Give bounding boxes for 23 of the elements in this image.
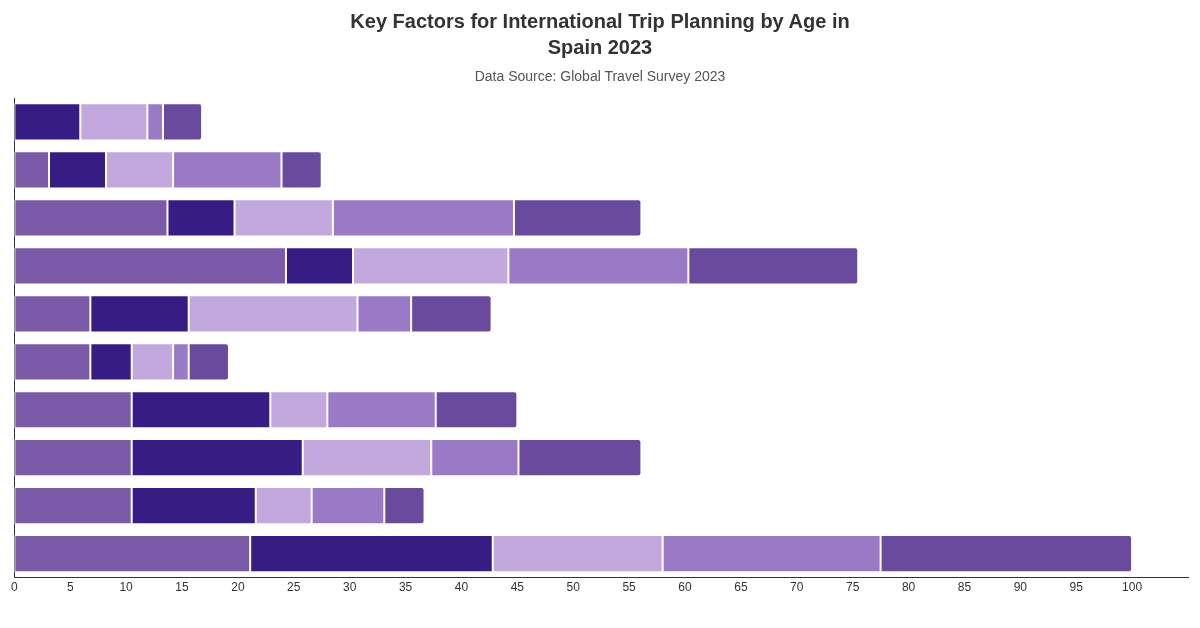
x-tick-label: 40	[454, 580, 469, 595]
x-tick-label: 30	[342, 580, 357, 595]
x-tick-label: 20	[231, 580, 245, 595]
x-tick-label: 15	[175, 580, 189, 595]
x-tick-label: 35	[398, 580, 413, 595]
x-tick-label: 75	[845, 580, 860, 595]
x-tick-label: 25	[287, 580, 301, 595]
x-tick-label: 85	[957, 580, 972, 595]
chart-title: Key Factors for International Trip Planning by Age in Spain 2023	[349, 9, 851, 60]
x-tick-label: 70	[790, 580, 804, 595]
x-tick-label: 95	[1069, 580, 1084, 595]
x-tick-label: 80	[901, 580, 916, 595]
x-tick-label: 55	[622, 580, 637, 595]
x-tick-label: 10	[119, 580, 134, 595]
x-tick-label: 45	[510, 580, 525, 595]
x-tick-label: 65	[734, 580, 748, 595]
x-tick-label: 100	[1122, 580, 1143, 595]
x-tick-label: 0	[10, 580, 18, 595]
x-tick-label: 50	[566, 580, 581, 595]
x-tick-label: 60	[678, 580, 692, 595]
chart-subtitle: Data Source: Global Travel Survey 2023	[473, 68, 727, 84]
x-tick-label: 5	[66, 580, 74, 595]
x-tick-label: 90	[1013, 580, 1028, 595]
